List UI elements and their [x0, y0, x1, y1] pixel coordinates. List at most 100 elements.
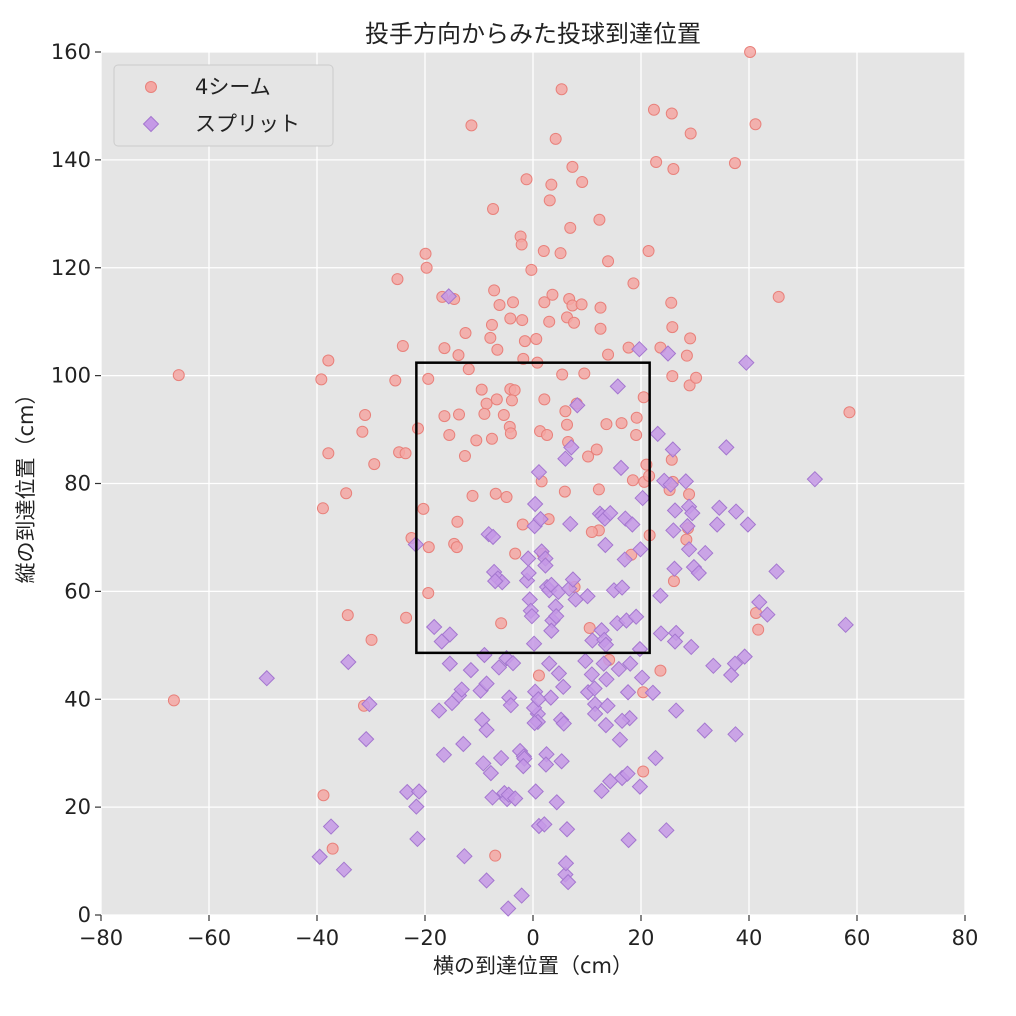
data-point-4seam: [749, 118, 762, 131]
data-point-4seam: [509, 547, 522, 560]
data-point-4seam: [665, 107, 678, 120]
data-point-4seam: [465, 119, 478, 132]
data-point-split: [667, 702, 685, 719]
data-point-split: [492, 749, 510, 767]
data-point-4seam: [538, 296, 551, 309]
data-point-4seam: [399, 447, 412, 460]
data-point-4seam: [600, 418, 613, 431]
x-tick-label: −80: [79, 926, 123, 950]
data-point-4seam: [470, 434, 483, 447]
data-point-4seam: [359, 408, 372, 421]
data-point-4seam: [615, 417, 628, 430]
data-point-split: [456, 848, 473, 865]
data-point-4seam: [452, 349, 465, 362]
data-point-split: [611, 731, 629, 748]
data-point-split: [610, 660, 628, 678]
y-tick-label: 80: [64, 472, 91, 496]
data-point-4seam: [566, 160, 579, 173]
data-point-split: [586, 705, 604, 723]
data-point-4seam: [453, 408, 466, 421]
data-point-split: [484, 789, 501, 806]
data-point-4seam: [594, 322, 607, 335]
data-point-split: [609, 378, 626, 395]
data-point-4seam: [843, 406, 856, 419]
data-point-split: [486, 572, 504, 590]
data-point-split: [562, 515, 579, 533]
data-point-split: [621, 655, 639, 672]
y-axis-label: 縦の到達位置（cm）: [14, 383, 38, 583]
data-point-4seam: [650, 156, 663, 169]
data-point-split: [435, 746, 453, 764]
data-point-4seam: [497, 408, 510, 421]
data-point-4seam: [538, 393, 551, 406]
data-point-split: [558, 821, 576, 838]
data-point-split: [550, 665, 568, 682]
data-point-4seam: [341, 609, 354, 622]
data-point-split: [408, 798, 425, 815]
data-point-4seam: [458, 449, 471, 462]
data-point-4seam: [630, 428, 643, 441]
x-tick-label: −40: [295, 926, 339, 950]
data-point-4seam: [532, 669, 545, 682]
data-point-4seam: [488, 284, 501, 297]
data-point-4seam: [594, 301, 607, 314]
data-point-4seam: [541, 428, 554, 441]
data-point-split: [502, 696, 520, 714]
data-point-4seam: [500, 490, 513, 503]
data-point-split: [540, 655, 558, 672]
data-point-4seam: [559, 405, 572, 418]
data-point-split: [530, 463, 548, 481]
data-point-4seam: [315, 373, 328, 386]
data-point-split: [759, 606, 776, 623]
data-point-4seam: [564, 221, 577, 234]
data-point-4seam: [391, 273, 404, 286]
x-axis-ticks: −80 −60 −40 −20 0 20 40 60 80: [79, 915, 978, 950]
data-point-split: [361, 695, 378, 713]
data-point-split: [577, 652, 594, 670]
data-point-4seam: [667, 575, 680, 588]
data-point-4seam: [326, 842, 339, 855]
data-point-split: [627, 608, 645, 625]
data-point-4seam: [602, 348, 615, 361]
data-point-4seam: [504, 312, 517, 325]
data-point-4seam: [396, 339, 409, 352]
x-tick-label: 60: [844, 926, 871, 950]
data-point-4seam: [505, 394, 518, 407]
data-point-split: [453, 681, 470, 698]
data-point-4seam: [507, 296, 520, 309]
data-point-4seam: [637, 391, 650, 404]
data-point-4seam: [400, 611, 413, 624]
data-point-4seam: [684, 127, 697, 140]
data-point-split: [441, 655, 459, 672]
data-point-4seam: [322, 447, 335, 460]
data-point-split: [634, 489, 651, 507]
data-point-4seam: [683, 488, 696, 501]
data-point-split: [555, 715, 572, 732]
data-point-4seam: [480, 397, 493, 410]
data-point-split: [633, 669, 651, 686]
data-point-split: [666, 633, 684, 650]
data-point-4seam: [508, 384, 521, 397]
data-point-split: [696, 722, 713, 739]
data-point-4seam: [491, 343, 504, 356]
data-point-4seam: [576, 175, 589, 188]
data-point-4seam: [590, 443, 603, 456]
data-point-4seam: [744, 46, 757, 58]
data-point-split: [526, 714, 543, 732]
y-tick-label: 100: [51, 364, 91, 388]
data-point-4seam: [417, 502, 430, 515]
data-point-4seam: [525, 263, 538, 276]
data-point-split: [569, 397, 586, 414]
data-point-4seam: [422, 541, 435, 554]
data-point-split: [525, 635, 543, 652]
data-point-split: [498, 650, 515, 667]
data-point-4seam: [585, 526, 598, 539]
data-point-split: [311, 848, 328, 865]
legend-marker-split: [142, 115, 160, 133]
data-point-4seam: [578, 367, 591, 380]
data-point-split: [553, 753, 570, 770]
x-tick-label: −60: [187, 926, 231, 950]
data-point-split: [666, 502, 684, 519]
data-point-4seam: [626, 474, 639, 487]
